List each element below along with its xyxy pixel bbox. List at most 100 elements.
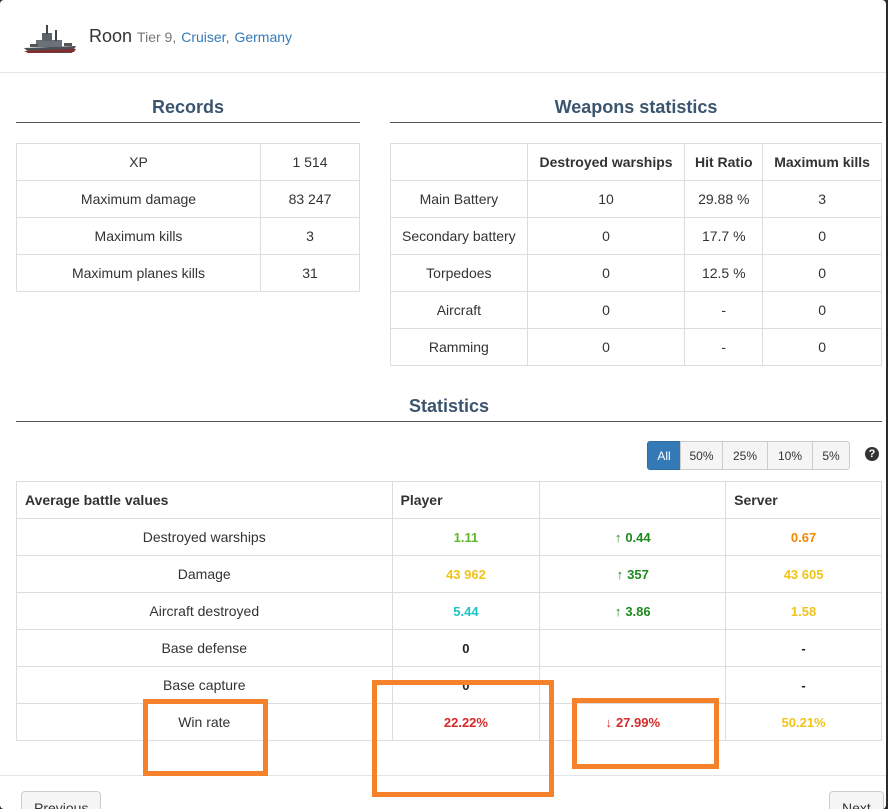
player-value: 43 962 — [391, 555, 541, 593]
statistics-label: Base defense — [16, 629, 393, 667]
modal-footer — [0, 775, 886, 809]
server-value: - — [725, 666, 882, 704]
ship-type-link[interactable]: Cruiser, — [181, 29, 230, 45]
weapons-cell: 0 — [762, 328, 882, 366]
ship-icon — [24, 25, 76, 53]
weapons-row: Aircraft 0-0 — [390, 291, 882, 329]
weapons-row: Main Battery 10 29.88 % 3 — [390, 180, 882, 218]
weapons-cell: 0 — [526, 254, 686, 292]
ship-nation-link[interactable]: Germany — [234, 29, 293, 45]
records-label: Maximum damage — [16, 180, 261, 218]
weapons-row: Torpedoes 0 12.5 % 0 — [390, 254, 882, 292]
diff-value: 0.44 — [625, 529, 651, 545]
statistics-row: Win rate 22.22% ↓ 27.99% 50.21% — [16, 703, 882, 741]
server-value: 0.67 — [725, 518, 882, 556]
weapons-cell: Torpedoes — [390, 254, 528, 292]
diff-cell: ↑ 357 — [539, 555, 727, 593]
statistics-header-cell — [539, 481, 727, 519]
records-value: 3 — [260, 217, 360, 255]
statistics-header-cell: Server — [725, 481, 882, 519]
arrow-up-icon: ↑ — [614, 529, 622, 545]
diff-value: 27.99% — [615, 714, 661, 730]
weapons-cell: 17.7 % — [684, 217, 764, 255]
weapons-cell: Secondary battery — [390, 217, 528, 255]
filter-button-25pct[interactable]: 25% — [722, 441, 768, 470]
server-value: - — [725, 629, 882, 667]
weapons-cell: 0 — [526, 217, 686, 255]
statistics-header-row: Average battle values Player Server — [16, 481, 882, 519]
highlight-box-label — [143, 699, 268, 776]
filter-button-10pct[interactable]: 10% — [767, 441, 813, 470]
statistics-label: Aircraft destroyed — [16, 592, 393, 630]
weapons-header-cell: Destroyed warships — [526, 143, 686, 181]
records-row: Maximum kills 3 — [16, 217, 360, 255]
weapons-cell: 10 — [526, 180, 686, 218]
records-divider — [16, 122, 360, 123]
weapons-cell: 0 — [762, 291, 882, 329]
filter-button-all[interactable]: All — [647, 441, 681, 470]
weapons-header-cell: Hit Ratio — [684, 143, 764, 181]
percentile-filter-group: All 50% 25% 10% 5% — [647, 441, 850, 470]
records-label: Maximum planes kills — [16, 254, 261, 292]
ship-name: Roon — [89, 26, 133, 46]
statistics-table: Average battle values Player Server Destro… — [16, 481, 882, 741]
arrow-up-icon: ↑ — [616, 566, 624, 582]
records-row: XP 1 514 — [16, 143, 360, 181]
statistics-header-cell: Player — [391, 481, 541, 519]
weapons-header-row: Destroyed warships Hit Ratio Maximum kills — [390, 143, 882, 181]
arrow-up-icon: ↑ — [614, 603, 622, 619]
statistics-header-cell: Average battle values — [16, 481, 393, 519]
statistics-label: Destroyed warships — [16, 518, 393, 556]
help-icon[interactable]: ? — [865, 447, 879, 461]
statistics-title: Statistics — [408, 396, 490, 416]
diff-cell: ↑ 0.44 — [539, 518, 727, 556]
statistics-label: Base capture — [16, 666, 393, 704]
weapons-cell: 0 — [526, 291, 686, 329]
diff-cell — [539, 629, 727, 667]
statistics-row: Damage 43 962 ↑ 357 43 605 — [16, 555, 882, 593]
weapons-cell: Ramming — [390, 328, 528, 366]
highlight-box-player — [372, 680, 554, 797]
records-row: Maximum planes kills 31 — [16, 254, 360, 292]
statistics-label: Win rate — [16, 703, 393, 741]
weapons-cell: Main Battery — [390, 180, 528, 218]
diff-cell: ↑ 3.86 — [539, 592, 727, 630]
weapons-row: Secondary battery 0 17.7 % 0 — [390, 217, 882, 255]
filter-button-50pct[interactable]: 50% — [680, 441, 723, 470]
weapons-cell: 29.88 % — [684, 180, 764, 218]
weapons-cell: 0 — [762, 254, 882, 292]
filter-button-5pct[interactable]: 5% — [812, 441, 850, 470]
server-value: 50.21% — [725, 703, 882, 741]
previous-button[interactable]: Previous — [21, 791, 102, 809]
highlight-box-diff — [572, 698, 719, 769]
weapons-cell: 0 — [526, 328, 686, 366]
records-title: Records — [151, 97, 225, 117]
statistics-label: Damage — [16, 555, 393, 593]
weapons-cell: 3 — [762, 180, 882, 218]
statistics-divider — [16, 421, 882, 422]
server-value: 1.58 — [725, 592, 882, 630]
weapons-title: Weapons statistics — [554, 97, 718, 117]
server-value: 43 605 — [725, 555, 882, 593]
weapons-cell: 12.5 % — [684, 254, 764, 292]
statistics-row: Base defense 0 - — [16, 629, 882, 667]
player-value: 1.11 — [391, 518, 541, 556]
diff-cell — [539, 666, 727, 704]
records-label: Maximum kills — [16, 217, 261, 255]
next-button[interactable]: Next — [829, 791, 884, 809]
statistics-row: Destroyed warships 1.11 ↑ 0.44 0.67 — [16, 518, 882, 556]
weapons-header-cell — [390, 143, 528, 181]
ship-tier: Tier 9, — [137, 29, 177, 45]
weapons-divider — [390, 122, 882, 123]
player-value: 22.22% — [391, 703, 541, 741]
records-value: 1 514 — [260, 143, 360, 181]
records-table: XP 1 514 Maximum damage 83 247 Maximum kills… — [16, 143, 360, 292]
statistics-row: Aircraft destroyed 5.44 ↑ 3.86 1.58 — [16, 592, 882, 630]
player-value: 5.44 — [391, 592, 541, 630]
weapons-table: Destroyed warships Hit Ratio Maximum kills… — [390, 143, 882, 366]
weapons-cell: Aircraft — [390, 291, 528, 329]
weapons-cell: 0 — [762, 217, 882, 255]
weapons-row: Ramming 0-0 — [390, 328, 882, 366]
weapons-header-cell: Maximum kills — [762, 143, 882, 181]
